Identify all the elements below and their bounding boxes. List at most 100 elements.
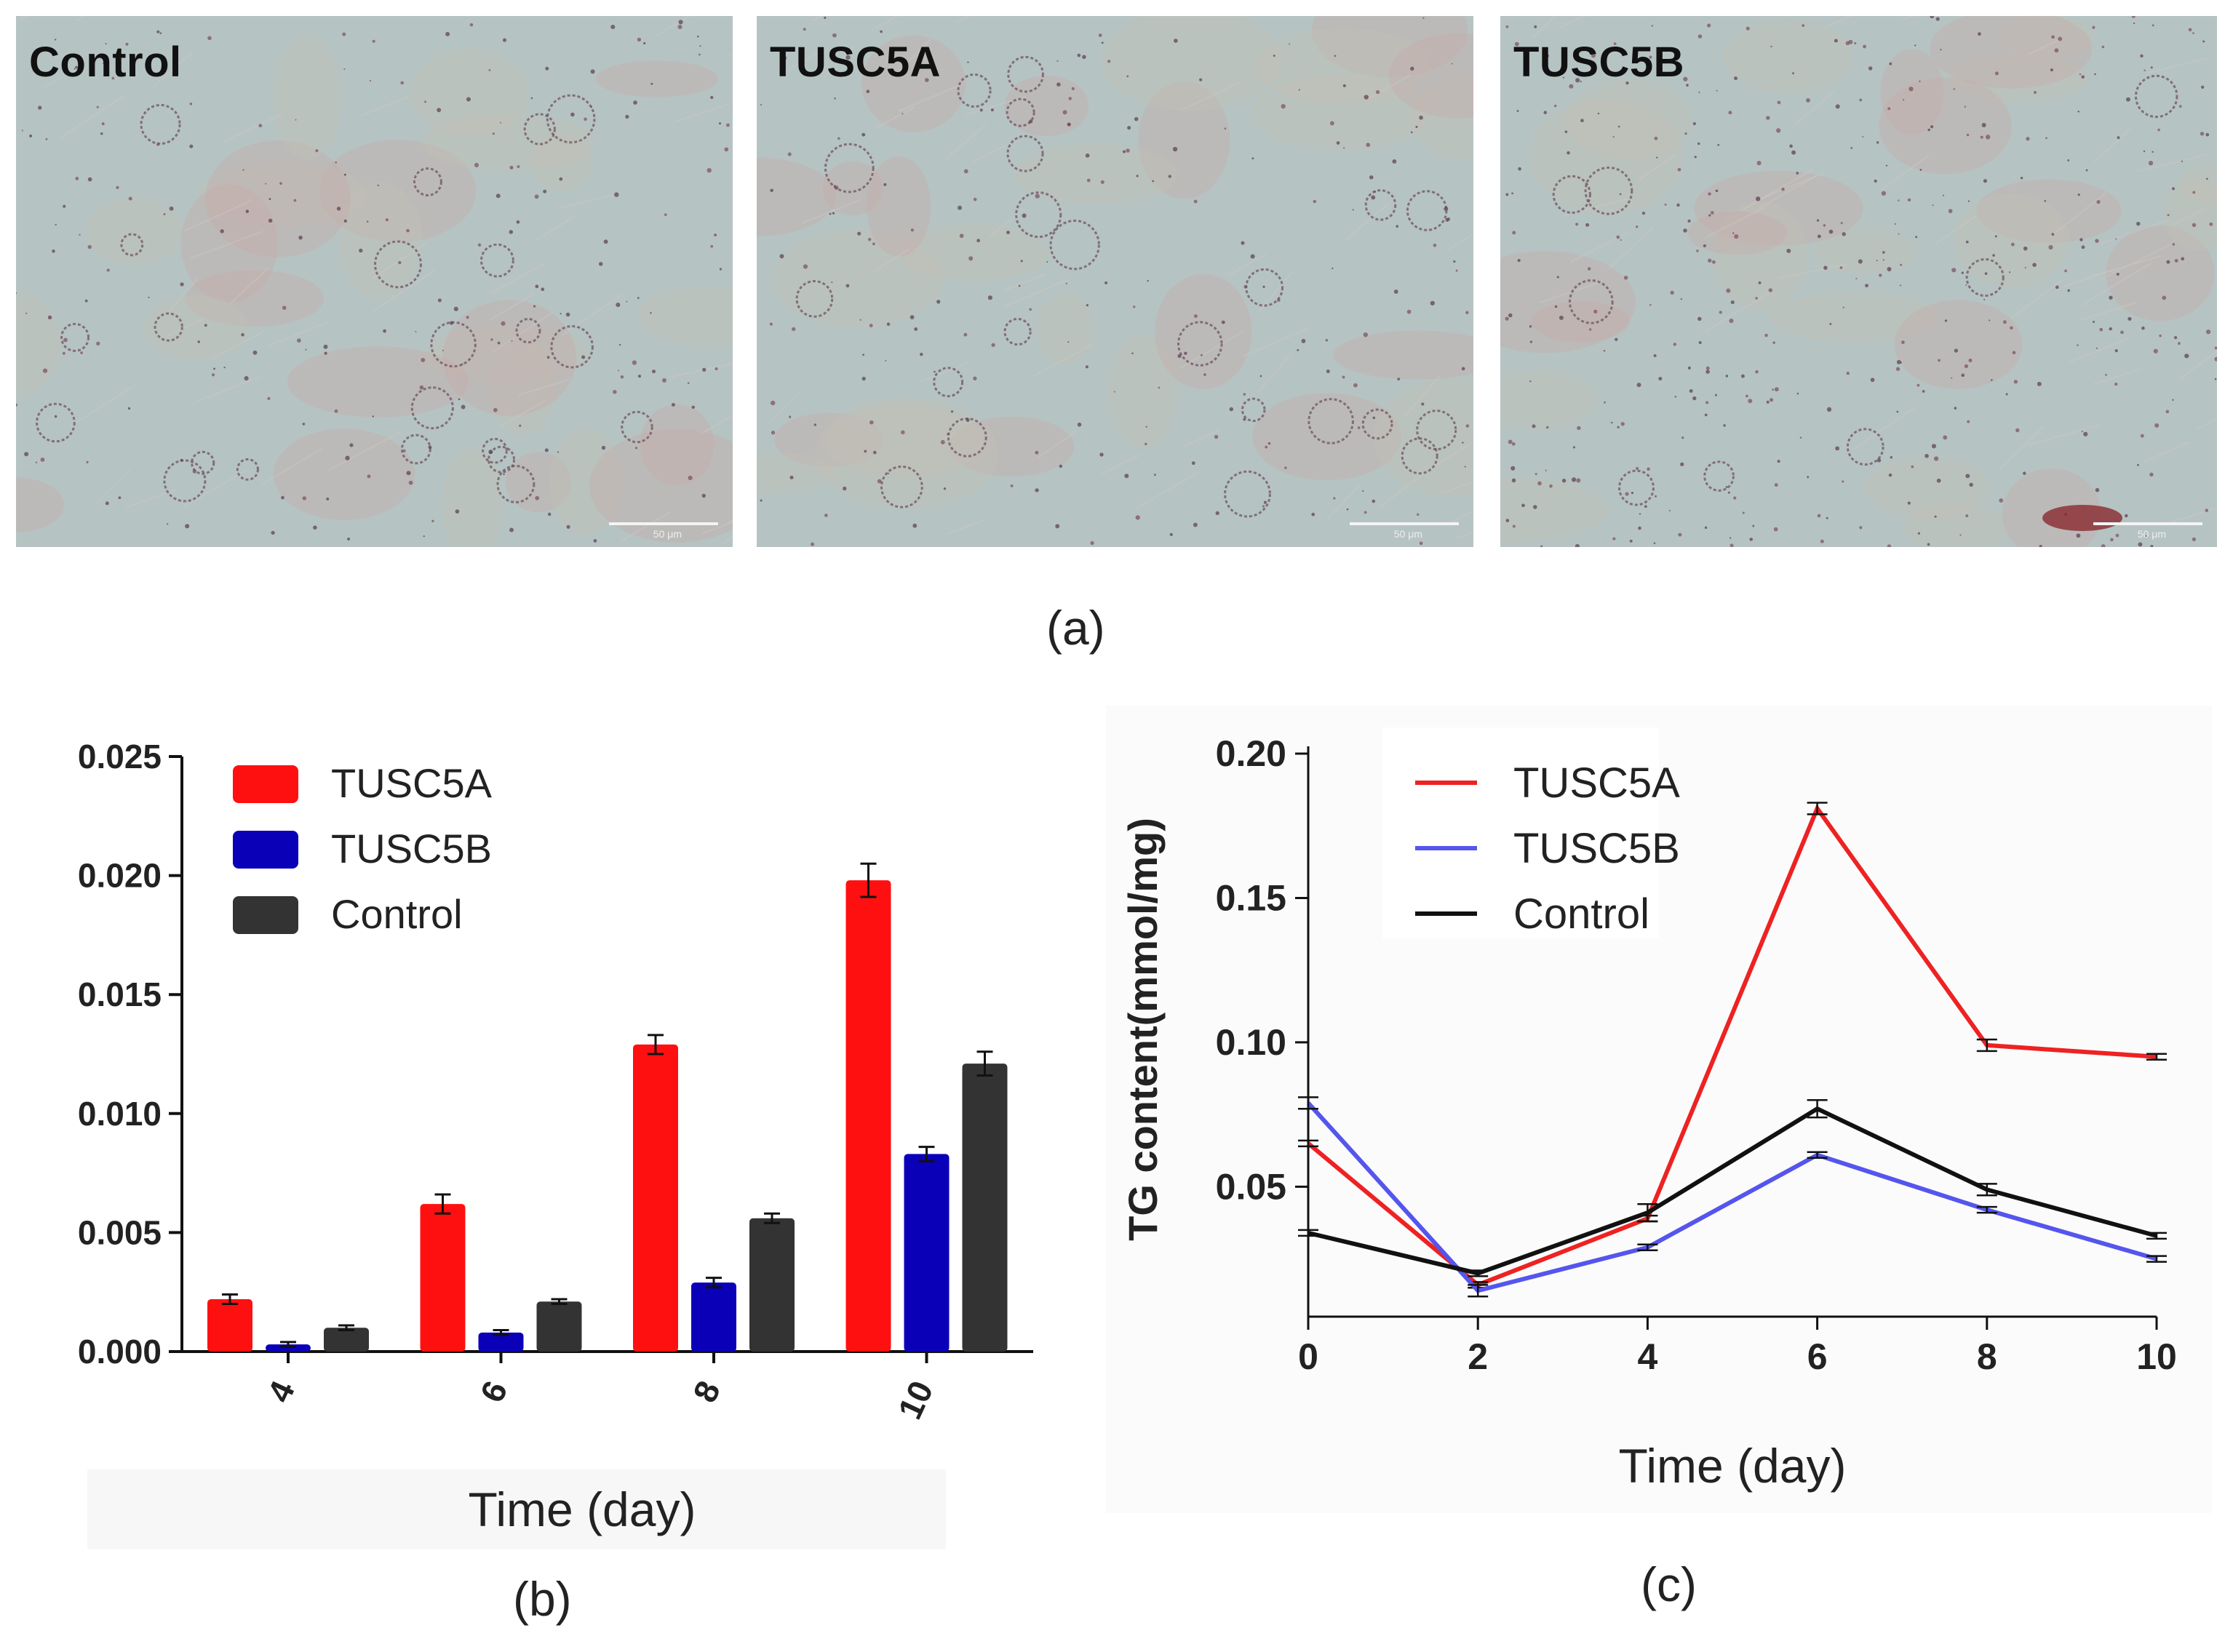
stain-dot bbox=[42, 368, 48, 373]
cell-outline bbox=[482, 437, 508, 464]
stain-dot bbox=[1419, 115, 1423, 120]
stain-dot bbox=[336, 207, 341, 211]
stain-dot bbox=[1994, 71, 1999, 76]
stain-dot bbox=[1636, 226, 1639, 228]
stain-dot bbox=[1692, 121, 1696, 126]
bar-tusc5a bbox=[420, 1204, 466, 1352]
stain-dot bbox=[1789, 144, 1793, 148]
tissue-streak bbox=[2027, 38, 2062, 56]
stain-dot bbox=[517, 165, 520, 168]
bar-control bbox=[749, 1218, 795, 1352]
tissue-patch bbox=[1500, 370, 1595, 430]
stain-dot bbox=[1876, 260, 1878, 262]
stain-dot bbox=[1697, 316, 1702, 322]
tissue-patch bbox=[1252, 393, 1401, 481]
cell-outline bbox=[933, 367, 964, 398]
stain-dot bbox=[1346, 508, 1349, 511]
tissue-streak bbox=[2080, 301, 2137, 322]
cell-outline bbox=[120, 233, 144, 257]
tissue-streak bbox=[558, 192, 621, 210]
cell-outline bbox=[140, 103, 181, 145]
stain-dot bbox=[1692, 396, 1697, 401]
cell-outline bbox=[413, 167, 442, 197]
tissue-streak bbox=[893, 38, 931, 76]
stain-dot bbox=[1755, 370, 1759, 374]
stain-dot bbox=[1575, 543, 1580, 547]
stain-dot bbox=[1964, 105, 1967, 108]
stain-dot bbox=[2200, 132, 2205, 136]
tissue-patch bbox=[1998, 16, 2093, 59]
stain-dot bbox=[1417, 513, 1420, 516]
tissue-streak bbox=[873, 248, 910, 272]
cell-outline bbox=[480, 243, 514, 278]
bar-control bbox=[324, 1328, 369, 1352]
stain-dot bbox=[2012, 351, 2016, 355]
x-tick-label: 0 bbox=[1298, 1336, 1318, 1377]
stain-dot bbox=[2033, 91, 2037, 95]
stain-dot bbox=[1766, 400, 1770, 404]
tissue-streak bbox=[190, 231, 263, 260]
stain-dot bbox=[1705, 401, 1709, 404]
stain-dot bbox=[197, 340, 200, 343]
cell-outline bbox=[1007, 55, 1044, 93]
stain-dot bbox=[2054, 48, 2059, 53]
stain-dot bbox=[1936, 478, 1941, 483]
cell-outline bbox=[1401, 437, 1438, 475]
stain-dot bbox=[1774, 387, 1779, 392]
stain-dot bbox=[1545, 469, 1547, 471]
tissue-streak bbox=[1637, 153, 1676, 182]
stain-dot bbox=[1152, 180, 1155, 183]
stain-dot bbox=[1529, 380, 1532, 383]
stain-dot bbox=[372, 39, 375, 43]
stain-dot bbox=[1885, 164, 1888, 167]
tissue-streak bbox=[211, 330, 266, 360]
stain-dot bbox=[545, 66, 549, 71]
stain-dot bbox=[2005, 393, 2008, 396]
stain-dot bbox=[2048, 244, 2053, 250]
stain-dot bbox=[1572, 446, 1576, 449]
tissue-streak bbox=[2092, 368, 2141, 386]
stain-dot bbox=[2026, 137, 2030, 141]
stain-dot bbox=[2076, 533, 2081, 538]
stain-dot bbox=[650, 82, 653, 85]
tissue-streak bbox=[1368, 74, 1411, 100]
stain-dot bbox=[1922, 390, 1925, 393]
stain-dot bbox=[367, 474, 371, 479]
stain-dot bbox=[824, 16, 827, 20]
tissue-streak bbox=[1935, 215, 1978, 244]
cell-outline bbox=[621, 410, 653, 444]
stain-dot bbox=[406, 228, 410, 233]
cell-outline bbox=[1618, 469, 1655, 506]
stain-dot bbox=[156, 143, 160, 146]
bar-tusc5b bbox=[266, 1344, 311, 1352]
stain-dot bbox=[1899, 284, 1901, 287]
tissue-patch bbox=[1138, 81, 1230, 199]
x-axis-title: Time (day) bbox=[469, 1483, 696, 1536]
stain-dot bbox=[189, 103, 193, 105]
stain-dot bbox=[1717, 143, 1720, 146]
bar-chart: 0.000 0.005 0.010 0.015 0.020 0.025 4 6 8 10 TUSC5… bbox=[78, 738, 1033, 1549]
stain-dot bbox=[1719, 311, 1722, 314]
scale-bar-label: 50 μm bbox=[1393, 528, 1422, 540]
stain-dot bbox=[1199, 78, 1203, 81]
stain-dot bbox=[1059, 464, 1063, 468]
stain-dot bbox=[1098, 33, 1102, 37]
stain-dot bbox=[1900, 362, 1902, 364]
stain-dot bbox=[75, 65, 78, 69]
stain-dot bbox=[2178, 105, 2182, 108]
stain-dot bbox=[1619, 193, 1622, 196]
tissue-streak bbox=[183, 469, 247, 508]
stain-dot bbox=[570, 112, 575, 117]
stain-dot bbox=[803, 28, 806, 31]
cell-outline bbox=[1361, 408, 1393, 440]
tissue-streak bbox=[183, 199, 252, 232]
stain-dot bbox=[530, 97, 533, 100]
stain-dot bbox=[220, 229, 224, 234]
stain-dot bbox=[2165, 410, 2170, 414]
stain-dot bbox=[377, 184, 380, 187]
stain-dot bbox=[128, 196, 132, 201]
stain-dot bbox=[533, 305, 536, 308]
stain-dot bbox=[1085, 365, 1088, 369]
tissue-patch bbox=[287, 346, 469, 418]
stain-dot bbox=[1681, 436, 1684, 439]
